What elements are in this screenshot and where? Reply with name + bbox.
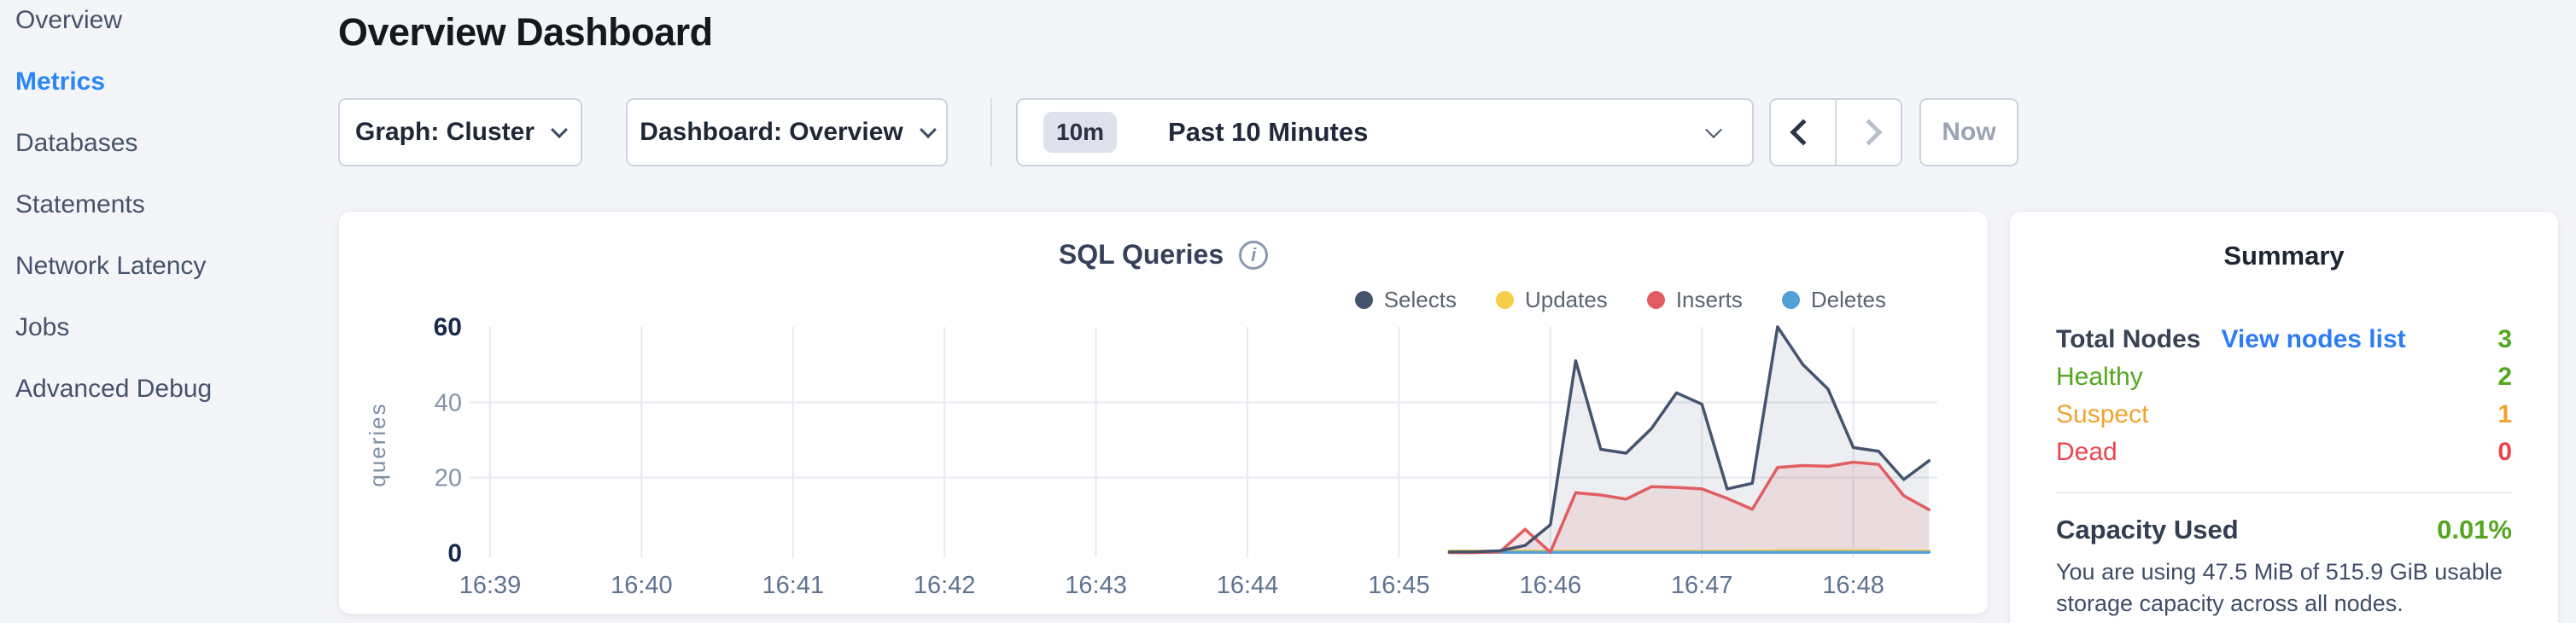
plot-svg: 16:39 16:40 16:41 16:42 16:43 16:44 16:45 16:46… xyxy=(365,313,1937,599)
time-range-picker[interactable]: 10m Past 10 Minutes xyxy=(1016,98,1754,166)
node-count-value: 1 xyxy=(2497,400,2512,428)
chart-card: SQL Queries i Selects Updates Inserts Delet… xyxy=(338,211,1989,614)
y-tick-label: 40 xyxy=(435,389,462,416)
series-line-selects xyxy=(1447,325,1931,554)
legend-dot xyxy=(1781,291,1800,309)
sidebar-item-statements[interactable]: Statements xyxy=(15,190,145,218)
x-tick-label: 16:43 xyxy=(1065,572,1127,599)
chevron-down-icon xyxy=(1705,121,1722,139)
page-title: Overview Dashboard xyxy=(338,10,713,54)
legend-label: Inserts xyxy=(1675,287,1743,312)
info-icon[interactable]: i xyxy=(1239,240,1269,270)
graph-dropdown-button[interactable]: Graph: Cluster xyxy=(338,98,582,166)
time-range-badge: 10m xyxy=(1043,112,1118,153)
y-tick-label: 60 xyxy=(434,313,462,341)
toolbar-divider xyxy=(990,98,992,166)
legend-label: Selects xyxy=(1383,287,1457,312)
node-count-value: 2 xyxy=(2497,363,2512,391)
summary-row-total-nodes: Total Nodes View nodes list 3 xyxy=(2056,321,2512,358)
y-tick-label: 0 xyxy=(447,539,462,568)
legend-item-selects: Selects xyxy=(1354,287,1457,313)
series-area-selects xyxy=(1449,327,1930,553)
summary-row-label: Dead xyxy=(2056,438,2117,466)
y-tick-label: 20 xyxy=(435,465,462,492)
x-tick-label: 16:45 xyxy=(1368,572,1430,599)
x-tick-label: 16:40 xyxy=(610,572,673,599)
view-nodes-link[interactable]: View nodes list xyxy=(2221,325,2406,353)
sidebar-item-databases[interactable]: Databases xyxy=(15,129,138,157)
y-axis-unit-label: queries xyxy=(365,402,390,486)
summary-row-label: Suspect xyxy=(2056,400,2149,428)
dashboard-dropdown-label: Dashboard: Overview xyxy=(640,118,903,146)
prev-interval-button[interactable] xyxy=(1771,100,1835,165)
summary-body: Total Nodes View nodes list 3 Healthy 2 Suspe… xyxy=(2056,321,2512,620)
chart-title-row: SQL Queries i xyxy=(339,239,1988,271)
capacity-used-row: Capacity Used 0.01% xyxy=(2056,510,2512,550)
capacity-used-value: 0.01% xyxy=(2437,515,2512,544)
legend-item-inserts: Inserts xyxy=(1646,287,1743,313)
summary-row-suspect: Suspect 1 xyxy=(2056,396,2512,434)
node-count-value: 0 xyxy=(2497,438,2512,466)
x-tick-label: 16:41 xyxy=(762,572,825,599)
chevron-down-icon xyxy=(919,121,937,139)
x-tick-label: 16:42 xyxy=(914,572,976,599)
summary-card: Summary Total Nodes View nodes list 3 Healt… xyxy=(2009,211,2559,623)
summary-title: Summary xyxy=(2223,241,2345,271)
next-interval-button[interactable] xyxy=(1835,100,1901,165)
summary-row-label: Total Nodes xyxy=(2056,325,2201,353)
series-line-inserts xyxy=(1447,460,1931,555)
legend-dot xyxy=(1354,291,1373,309)
chart-legend: Selects Updates Inserts Deletes xyxy=(1354,287,1886,313)
summary-row-healthy: Healthy 2 xyxy=(2056,358,2512,396)
sidebar-item-advanced-debug[interactable]: Advanced Debug xyxy=(15,375,213,403)
time-range-label: Past 10 Minutes xyxy=(1168,117,1369,147)
summary-divider xyxy=(2056,492,2512,493)
legend-label: Updates xyxy=(1524,287,1608,312)
x-tick-label: 16:47 xyxy=(1671,572,1733,599)
x-tick-label: 16:44 xyxy=(1217,572,1279,599)
summary-row-dead: Dead 0 xyxy=(2056,434,2512,471)
sidebar-item-overview[interactable]: Overview xyxy=(15,6,123,34)
node-count-value: 3 xyxy=(2497,325,2512,353)
summary-row-label: Healthy xyxy=(2056,363,2143,391)
x-tick-label: 16:48 xyxy=(1822,572,1884,599)
graph-dropdown-label: Graph: Cluster xyxy=(354,118,535,146)
legend-item-updates: Updates xyxy=(1495,287,1608,313)
time-window-pager xyxy=(1769,98,1902,166)
summary-rows: Total Nodes View nodes list 3 Healthy 2 Suspe… xyxy=(2056,321,2512,471)
capacity-description: You are using 47.5 MiB of 515.9 GiB usab… xyxy=(2056,559,2503,616)
now-button[interactable]: Now xyxy=(1919,98,2018,166)
series-area-inserts xyxy=(1449,462,1930,553)
chevron-left-icon xyxy=(1789,119,1817,146)
sidebar-item-jobs[interactable]: Jobs xyxy=(15,313,70,341)
legend-dot xyxy=(1495,291,1514,309)
capacity-used-label: Capacity Used xyxy=(2056,515,2239,544)
legend-item-deletes: Deletes xyxy=(1781,287,1886,313)
dashboard-dropdown-button[interactable]: Dashboard: Overview xyxy=(626,98,948,166)
legend-label: Deletes xyxy=(1810,287,1886,312)
sidebar: Overview Metrics Databases Statements Networ… xyxy=(15,7,314,437)
chevron-right-icon xyxy=(1855,119,1883,146)
x-tick-label: 16:39 xyxy=(459,572,522,599)
legend-dot xyxy=(1646,291,1665,309)
x-tick-label: 16:46 xyxy=(1520,572,1582,599)
sidebar-item-network-latency[interactable]: Network Latency xyxy=(15,252,207,280)
chart-title: SQL Queries xyxy=(1058,239,1224,270)
chevron-down-icon xyxy=(551,121,568,139)
sidebar-item-metrics[interactable]: Metrics xyxy=(15,67,106,96)
